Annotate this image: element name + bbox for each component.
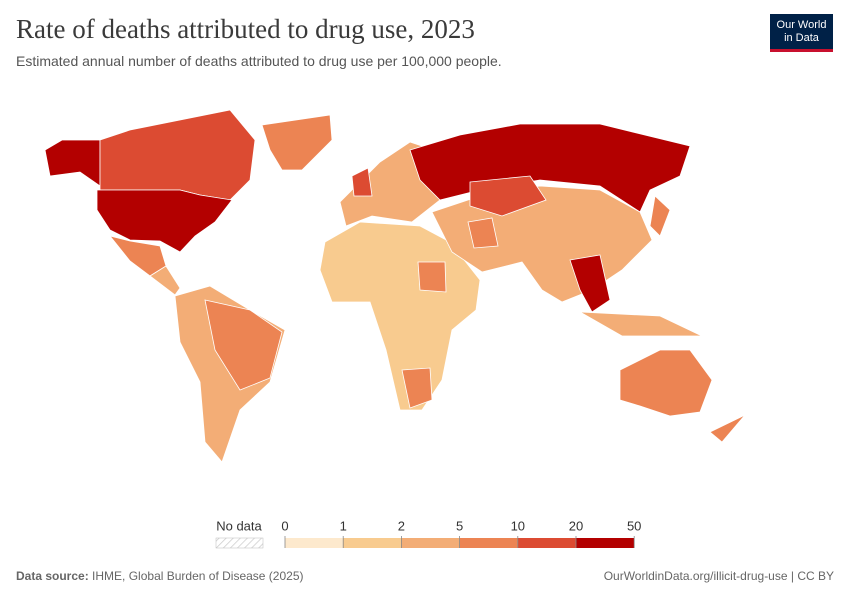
url[interactable]: OurWorldinData.org/illicit-drug-use | CC… [603,569,834,583]
legend-tick-label: 20 [569,518,583,533]
country[interactable] [417,261,447,293]
country[interactable] [149,265,181,296]
country[interactable] [579,311,703,337]
country[interactable] [261,114,333,171]
logo-line: in Data [784,32,819,44]
country[interactable] [649,195,671,237]
legend-swatch [285,538,344,548]
legend-tick-label: 10 [511,518,525,533]
source-label: Data source: [16,569,89,583]
legend-tick-label: 5 [456,518,463,533]
no-data-swatch [215,537,264,549]
country[interactable] [204,299,283,391]
country[interactable] [469,175,547,217]
logo[interactable]: Our World in Data [770,14,833,52]
legend-swatch [459,538,518,548]
legend-swatch [343,538,402,548]
country[interactable] [467,217,499,249]
country[interactable] [108,235,167,277]
country[interactable] [96,189,233,253]
legend-swatch [401,538,460,548]
legend-swatch [576,538,635,548]
title: Rate of deaths attributed to drug use, 2… [16,14,475,44]
no-data-label: No data [216,518,262,533]
source: Data source: IHME, Global Burden of Dise… [16,569,303,583]
legend-tick-label: 1 [340,518,347,533]
legend-tick-label: 0 [281,518,288,533]
country[interactable] [401,367,433,409]
logo-line: Our World [776,19,827,31]
country[interactable] [709,414,746,443]
country[interactable] [99,109,256,201]
subtitle: Estimated annual number of deaths attrib… [16,53,502,69]
country[interactable] [351,167,373,197]
legend-tick-label: 2 [398,518,405,533]
country[interactable] [569,254,611,313]
source-text: IHME, Global Burden of Disease (2025) [92,569,304,583]
country[interactable] [44,139,101,187]
legend-tick-label: 50 [627,518,641,533]
country[interactable] [619,349,713,417]
legend-swatch [517,538,576,548]
